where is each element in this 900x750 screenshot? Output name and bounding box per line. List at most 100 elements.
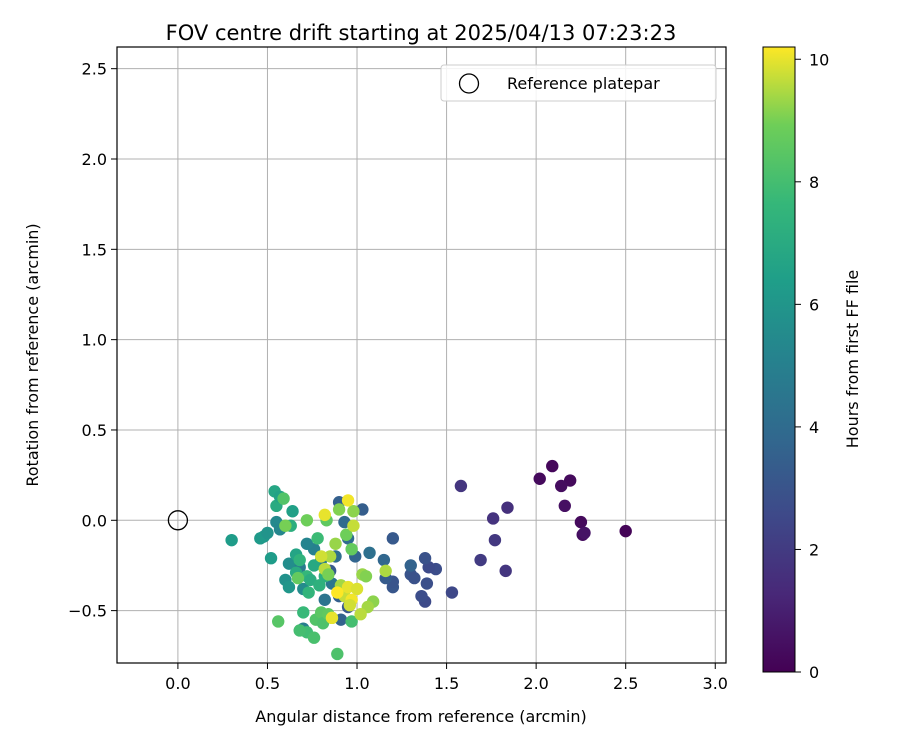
data-point: [418, 552, 432, 565]
data-point: [474, 553, 487, 567]
x-axis-label: Angular distance from reference (arcmin): [255, 707, 586, 726]
data-point: [488, 533, 502, 547]
data-point: [546, 459, 559, 473]
legend-marker-icon: [458, 73, 480, 94]
data-point: [300, 514, 314, 527]
x-tick-label: 2.0: [523, 674, 548, 693]
data-point: [318, 593, 331, 606]
data-point: [277, 492, 290, 505]
reference-point: [167, 510, 189, 531]
data-point: [558, 499, 571, 513]
data-point: [311, 532, 324, 545]
data-point: [291, 571, 305, 585]
colorbar-gradient: [762, 46, 796, 673]
data-point: [578, 526, 591, 540]
colorbar-label: Hours from first FF file: [843, 270, 862, 449]
colorbar: 0 2 4 6 8 10 Hours from first FF file: [762, 46, 862, 682]
data-point: [332, 503, 346, 516]
data-point: [316, 617, 330, 630]
reference-marker: [167, 510, 189, 531]
data-point: [574, 515, 588, 529]
y-tick-label: 2.5: [82, 60, 107, 79]
legend-entry: Reference platepar: [507, 74, 660, 93]
data-point: [340, 528, 353, 541]
data-point: [379, 564, 392, 578]
colorbar-tick-label: 4: [809, 418, 819, 437]
legend: Reference platepar: [440, 64, 717, 102]
x-axis-ticks: 0.0 0.5 1.0 1.5 2.0 2.5 3.0: [165, 663, 728, 693]
data-point: [501, 501, 514, 514]
data-point: [225, 533, 238, 547]
y-tick-label: −0.5: [68, 602, 107, 621]
data-point: [354, 608, 367, 621]
data-point: [350, 582, 364, 596]
colorbar-tick-label: 10: [809, 50, 829, 69]
data-point: [377, 553, 391, 567]
data-point: [533, 472, 546, 485]
data-point: [302, 586, 315, 599]
y-axis-label: Rotation from reference (arcmin): [23, 223, 42, 486]
data-point: [345, 615, 358, 628]
data-point: [619, 524, 632, 538]
data-point: [408, 571, 421, 585]
x-tick-label: 0.5: [255, 674, 280, 693]
data-point: [323, 550, 337, 563]
data-point: [300, 537, 314, 550]
data-point: [313, 579, 326, 592]
data-point: [347, 505, 360, 518]
data-point: [563, 474, 577, 487]
data-point: [386, 532, 400, 545]
data-point: [341, 494, 355, 507]
data-point: [293, 624, 306, 637]
data-point: [282, 580, 296, 594]
data-point: [261, 526, 274, 540]
data-point: [347, 519, 360, 532]
data-point: [286, 505, 299, 518]
x-tick-label: 1.0: [344, 674, 369, 693]
data-point: [343, 598, 357, 612]
data-point: [420, 577, 434, 590]
data-point: [293, 553, 306, 567]
x-tick-label: 3.0: [703, 674, 728, 693]
y-tick-label: 0.0: [82, 511, 107, 530]
data-point: [499, 564, 512, 578]
y-tick-label: 1.5: [82, 240, 107, 259]
plot-frame: [116, 46, 727, 664]
data-point: [359, 570, 373, 583]
data-point: [282, 557, 296, 570]
colorbar-ticks: 0 2 4 6 8 10: [795, 50, 829, 682]
y-tick-label: 1.0: [82, 331, 107, 350]
grid-lines: [117, 47, 726, 663]
data-point: [307, 559, 321, 572]
colorbar-tick-label: 2: [809, 540, 819, 559]
data-points: [225, 459, 632, 661]
data-point: [486, 512, 500, 525]
data-point: [363, 546, 376, 560]
data-point: [314, 550, 328, 563]
chart-title: FOV centre drift starting at 2025/04/13 …: [166, 21, 677, 45]
data-point: [318, 508, 331, 522]
data-point: [331, 647, 344, 661]
data-point: [264, 552, 278, 565]
colorbar-tick-label: 8: [809, 173, 819, 192]
data-point: [415, 589, 428, 603]
data-point: [304, 573, 317, 587]
legend-box: [440, 64, 717, 102]
x-tick-label: 2.5: [613, 674, 638, 693]
y-tick-label: 0.5: [82, 421, 107, 440]
data-point: [307, 631, 321, 644]
x-tick-label: 0.0: [165, 674, 190, 693]
data-point: [555, 479, 568, 493]
data-point: [297, 606, 310, 619]
x-tick-label: 1.5: [434, 674, 459, 693]
data-point: [329, 537, 342, 550]
colorbar-tick-label: 6: [809, 295, 819, 314]
data-point: [322, 568, 335, 581]
data-point: [404, 559, 417, 572]
data-point: [272, 615, 285, 628]
colorbar-tick-label: 0: [809, 663, 819, 682]
data-point: [325, 611, 339, 625]
y-axis-ticks: −0.5 0.0 0.5 1.0 1.5 2.0 2.5: [68, 60, 117, 621]
data-point: [331, 586, 344, 599]
